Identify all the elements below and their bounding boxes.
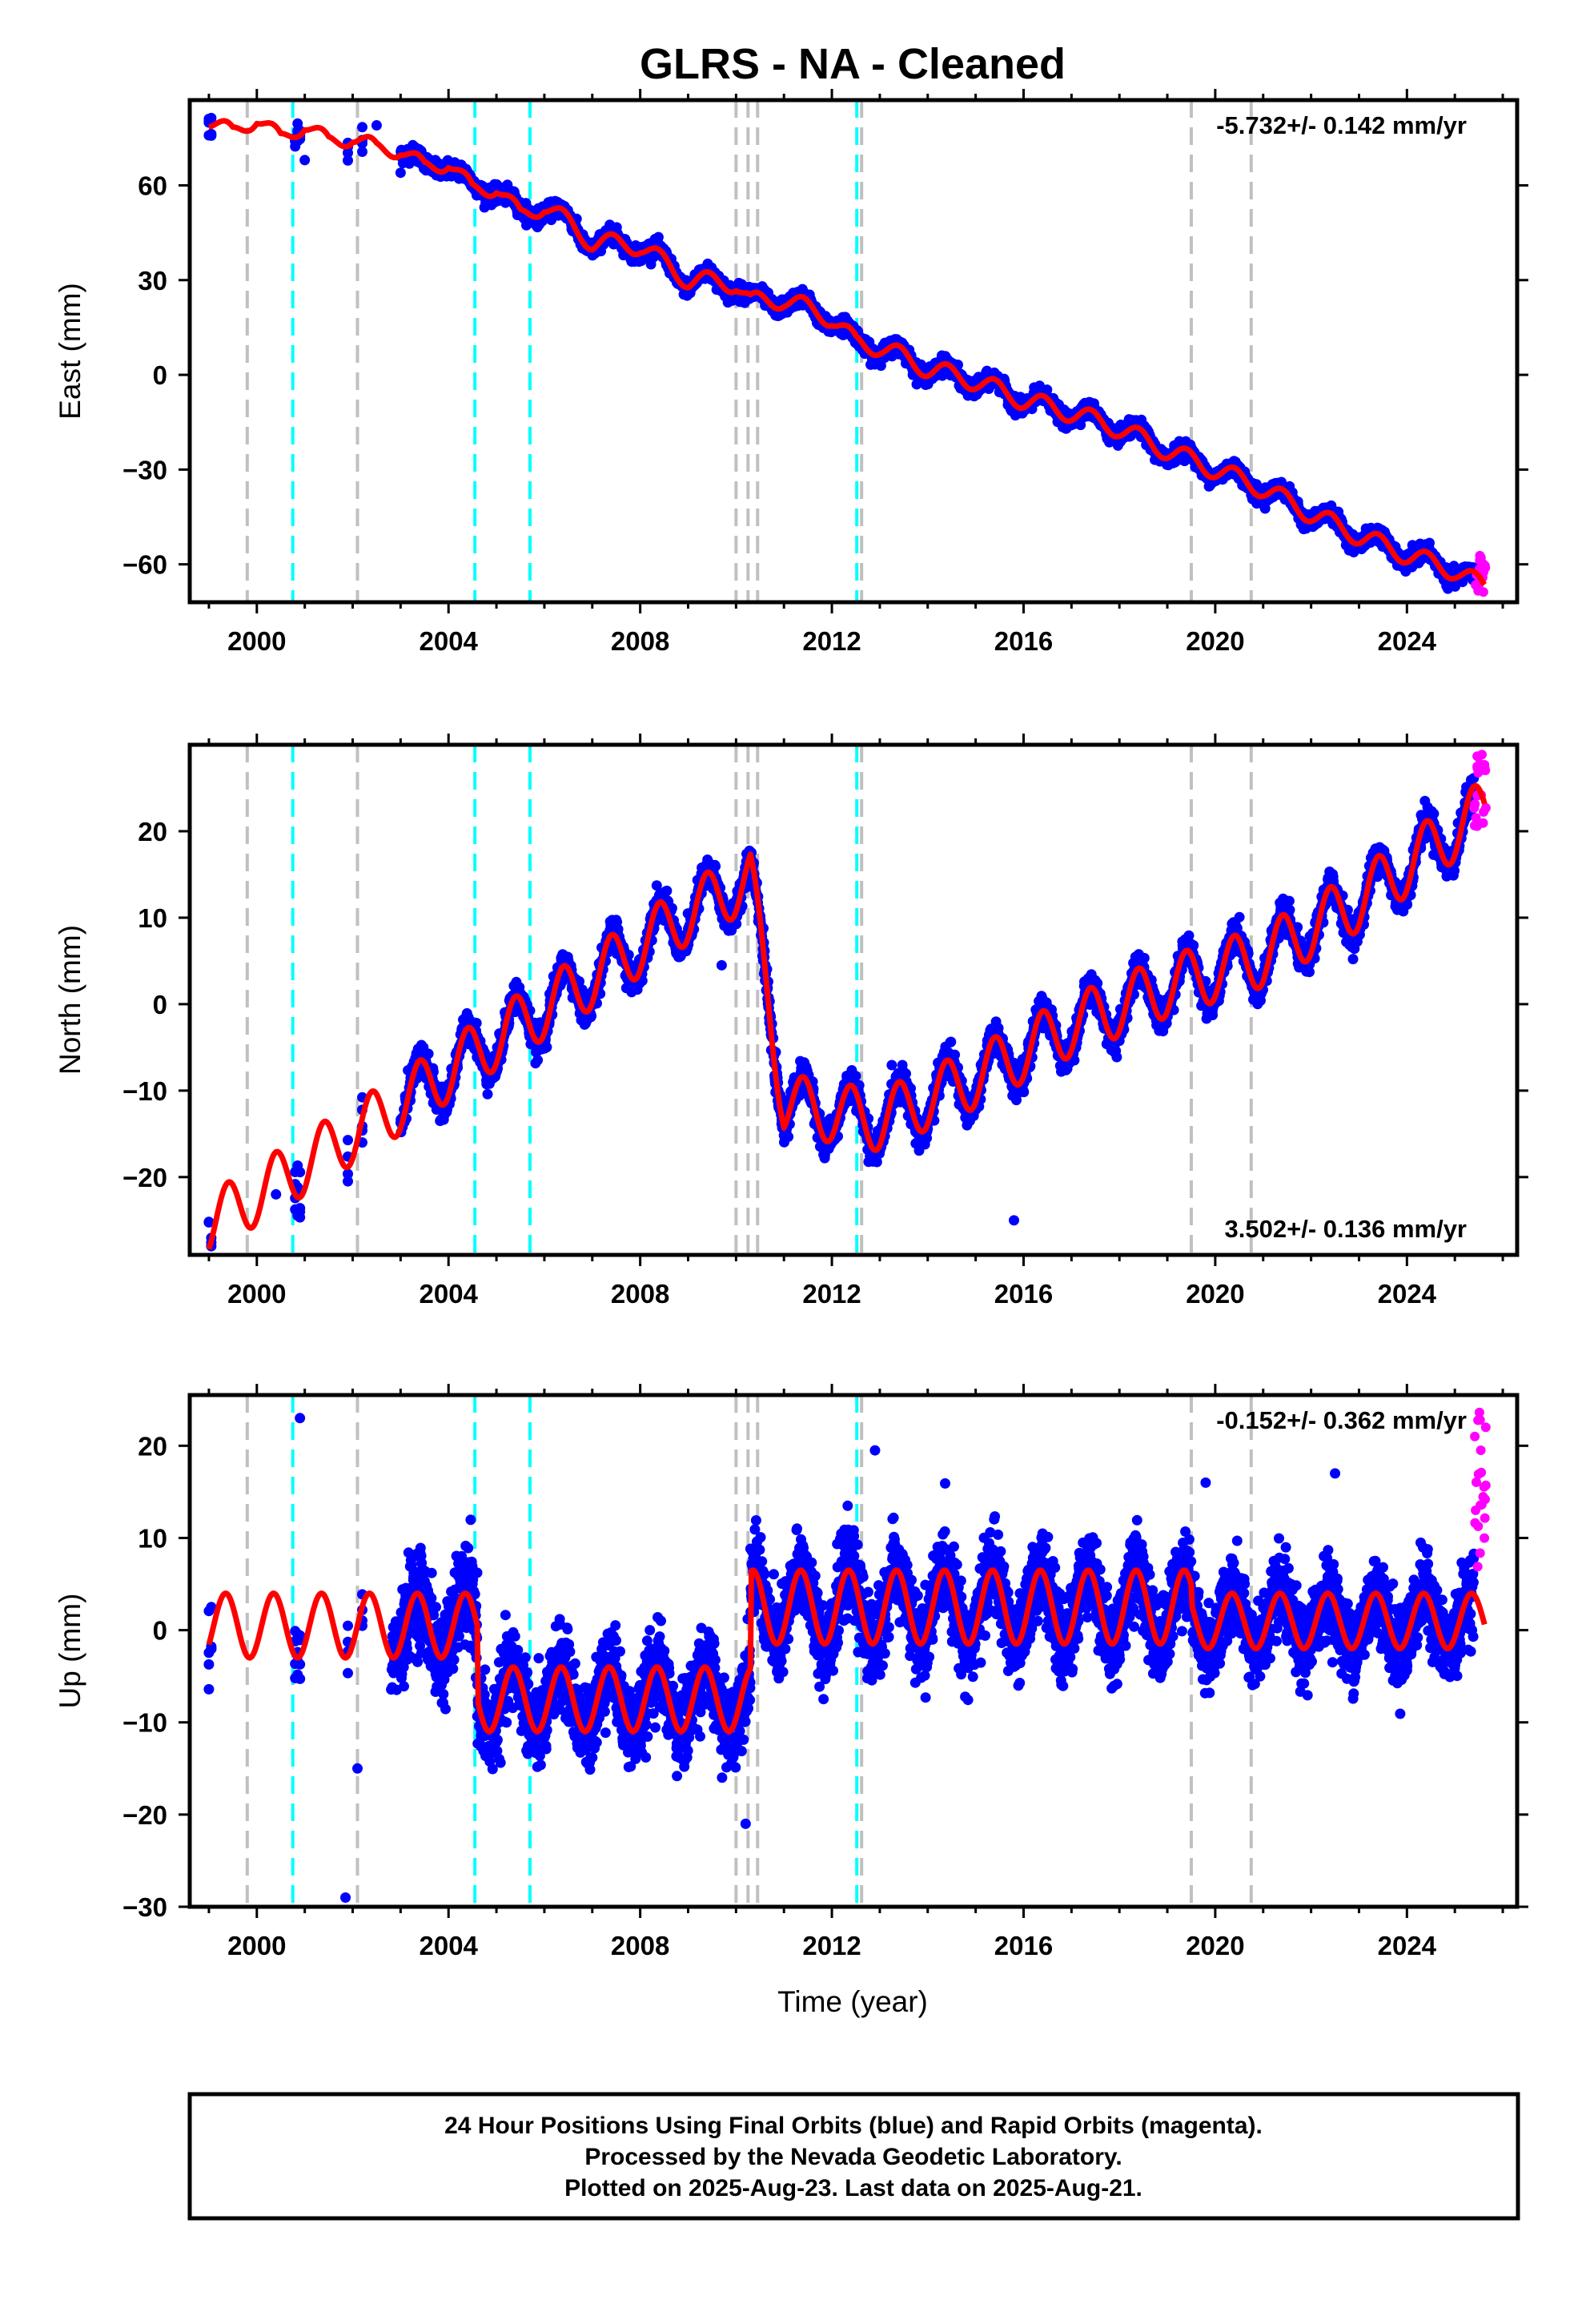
final-orbit-points xyxy=(203,773,1480,1252)
final-orbit-point xyxy=(423,1048,434,1059)
x-tick-label: 2004 xyxy=(420,626,479,656)
plot-area xyxy=(203,745,1491,1255)
y-axis-label: East (mm) xyxy=(54,283,86,420)
x-tick-label: 2008 xyxy=(611,626,669,656)
x-tick-label: 2000 xyxy=(227,626,286,656)
y-tick-label: −60 xyxy=(122,550,167,580)
rapid-orbit-point xyxy=(1478,587,1488,597)
y-tick-label: 60 xyxy=(138,171,167,200)
x-tick-label: 2020 xyxy=(1186,626,1244,656)
x-tick-label: 2024 xyxy=(1378,626,1437,656)
y-tick-label: −30 xyxy=(122,455,167,485)
plot-area xyxy=(203,100,1491,602)
final-orbit-point xyxy=(1424,537,1435,549)
figure-title: GLRS - NA - Cleaned xyxy=(640,40,1066,88)
outlier-point xyxy=(371,120,382,131)
outlier-point xyxy=(299,155,311,166)
final-orbit-points xyxy=(203,112,1480,594)
final-orbit-point xyxy=(357,147,367,157)
outlier-point xyxy=(395,167,406,179)
east-panel: −60 −30 0 30 60 2000 2004 2008 2012 2016 2020 2024 E… xyxy=(54,89,1528,656)
x-tick-label: 2016 xyxy=(994,626,1053,656)
y-tick-label: 0 xyxy=(153,360,167,390)
y-tick-label: 30 xyxy=(138,266,167,296)
velocity-rate-label: -5.732+/- 0.142 mm/yr xyxy=(1216,111,1467,139)
final-orbit-point xyxy=(206,130,217,141)
x-tick-label: 2012 xyxy=(802,626,861,656)
final-orbit-point xyxy=(357,122,367,133)
final-orbit-point xyxy=(652,231,664,243)
